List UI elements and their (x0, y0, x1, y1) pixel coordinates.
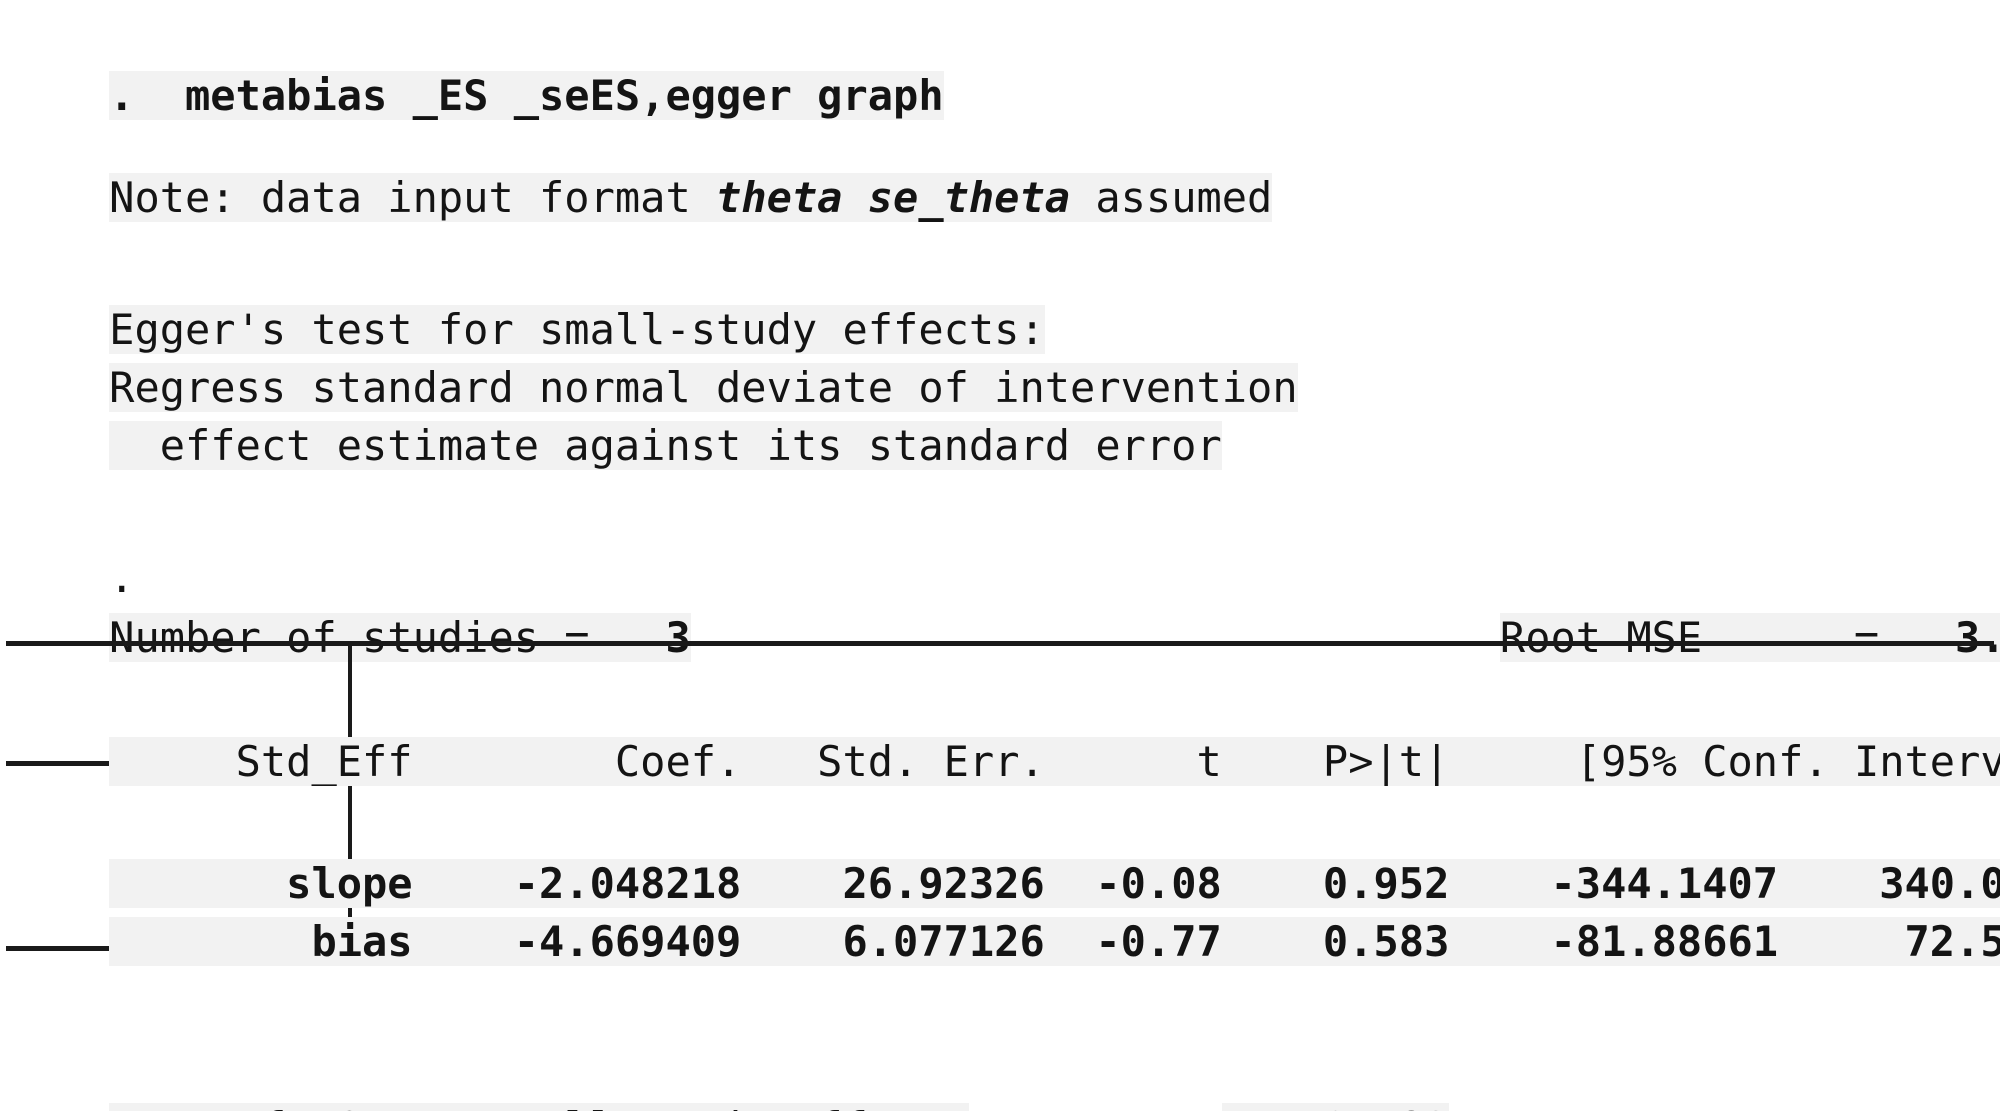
col-header-p: P>|t| (1221, 737, 1450, 786)
note-prefix: Note: data input format (109, 173, 717, 222)
note-line: Note: data input format theta se_theta a… (8, 120, 1273, 222)
p-value: 0.583 (1322, 1103, 1450, 1111)
cell-std-err: 6.077126 (741, 917, 1045, 966)
command-prompt: . (109, 71, 186, 120)
egger-title-text: Egger's test for small-study effects: (109, 305, 1045, 354)
cell-coef: -4.669409 (437, 917, 742, 966)
egger-description-line-2: effect estimate against its standard err… (8, 368, 1222, 470)
col-header-t: t (1044, 737, 1222, 786)
h0-test-gap (969, 1103, 1222, 1111)
note-suffix: assumed (1070, 173, 1273, 222)
cell-ci-low: -81.88661 (1449, 917, 1779, 966)
egger-description-text-2: effect estimate against its standard err… (109, 421, 1222, 470)
command-text: metabias _ES _seES,egger graph (185, 71, 944, 120)
num-studies-label: Number of studies = (109, 613, 590, 662)
cell-ci-low: -344.1407 (1449, 859, 1779, 908)
col-header-variable: Std_Eff (109, 737, 438, 786)
table-row-bias: bias -4.669409 6.077126 -0.77 0.583 -81.… (8, 864, 2000, 966)
table-vertical-divider (348, 641, 352, 951)
row-label: bias (109, 917, 438, 966)
cell-p: 0.583 (1221, 917, 1450, 966)
table-header-row: Std_Eff Coef. Std. Err. t P>|t| [95% Con… (8, 684, 2000, 786)
cell-ci-high: 72.5478 (1778, 917, 2000, 966)
root-mse-label: Root MSE = (1499, 613, 1880, 662)
root-mse-value: 3.189 (1879, 613, 2000, 662)
h0-test-line: Test of H0: no small-study effects P = 0… (8, 1050, 1450, 1111)
cell-p: 0.952 (1221, 859, 1450, 908)
col-header-coef: Coef. (437, 737, 742, 786)
egger-description-text-1: Regress standard normal deviate of inter… (109, 363, 1298, 412)
cell-t: -0.08 (1044, 859, 1222, 908)
p-value-prefix: P = (1221, 1103, 1323, 1111)
cell-coef: -2.048218 (437, 859, 742, 908)
table-top-rule (6, 641, 1994, 646)
stats-gap (691, 613, 1500, 662)
table-row-slope: slope -2.048218 26.92326 -0.08 0.952 -34… (8, 806, 2000, 908)
cell-ci-high: 340.0442 (1778, 859, 2000, 908)
col-header-std-err: Std. Err. (741, 737, 1045, 786)
h0-test-label: Test of H0: no small-study effects (109, 1103, 969, 1111)
egger-title-line: Egger's test for small-study effects: (8, 252, 1045, 354)
col-header-conf-interval: [95% Conf. Interval] (1449, 737, 2000, 786)
continuation-prompt-line: . (8, 500, 134, 602)
cell-t: -0.77 (1044, 917, 1222, 966)
cell-std-err: 26.92326 (741, 859, 1045, 908)
egger-description-line-1: Regress standard normal deviate of inter… (8, 310, 1298, 412)
note-emphasis: theta se_theta (716, 173, 1071, 222)
row-label: slope (109, 859, 438, 908)
stats-line: Number of studies = 3 Root MSE = 3.189 (8, 560, 2000, 662)
num-studies-value: 3 (589, 613, 691, 662)
continuation-prompt-dot: . (109, 553, 135, 602)
command-line: . metabias _ES _seES,egger graph (8, 18, 944, 120)
